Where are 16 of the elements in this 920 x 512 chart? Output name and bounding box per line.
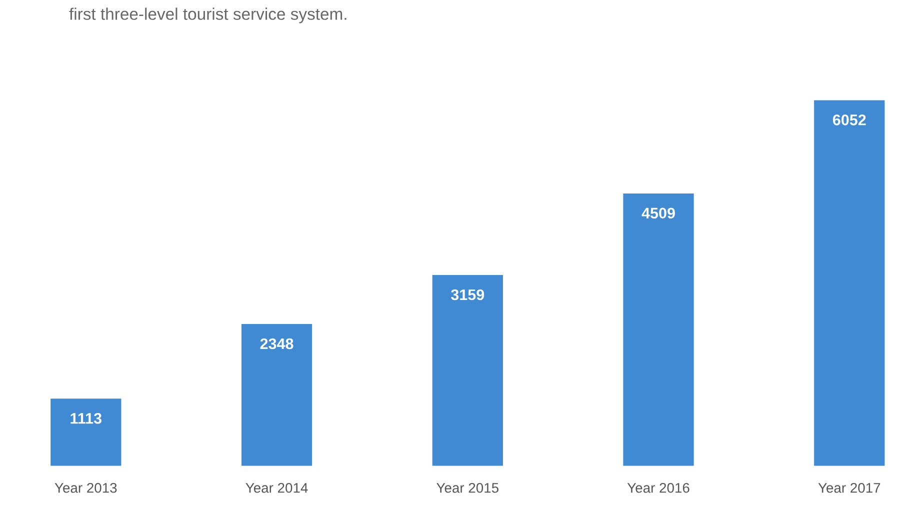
x-tick-label: Year 2014 [246, 482, 308, 493]
bar [241, 324, 312, 466]
x-tick-label: Year 2013 [54, 482, 117, 493]
data-label: 4509 [642, 208, 675, 219]
bar [50, 398, 122, 466]
x-tick-label: Year 2015 [436, 482, 498, 493]
bar [623, 193, 694, 466]
data-label: 1113 [70, 412, 102, 424]
data-label: 3159 [450, 289, 484, 300]
x-tick-label: Year 2016 [627, 482, 690, 493]
data-label: 2348 [260, 338, 294, 350]
x-tick-label: Year 2017 [818, 482, 880, 493]
bar [814, 100, 885, 466]
chart-title: first three-level tourist service system. [69, 8, 346, 24]
data-label: 6052 [832, 114, 866, 126]
bar [432, 275, 503, 466]
